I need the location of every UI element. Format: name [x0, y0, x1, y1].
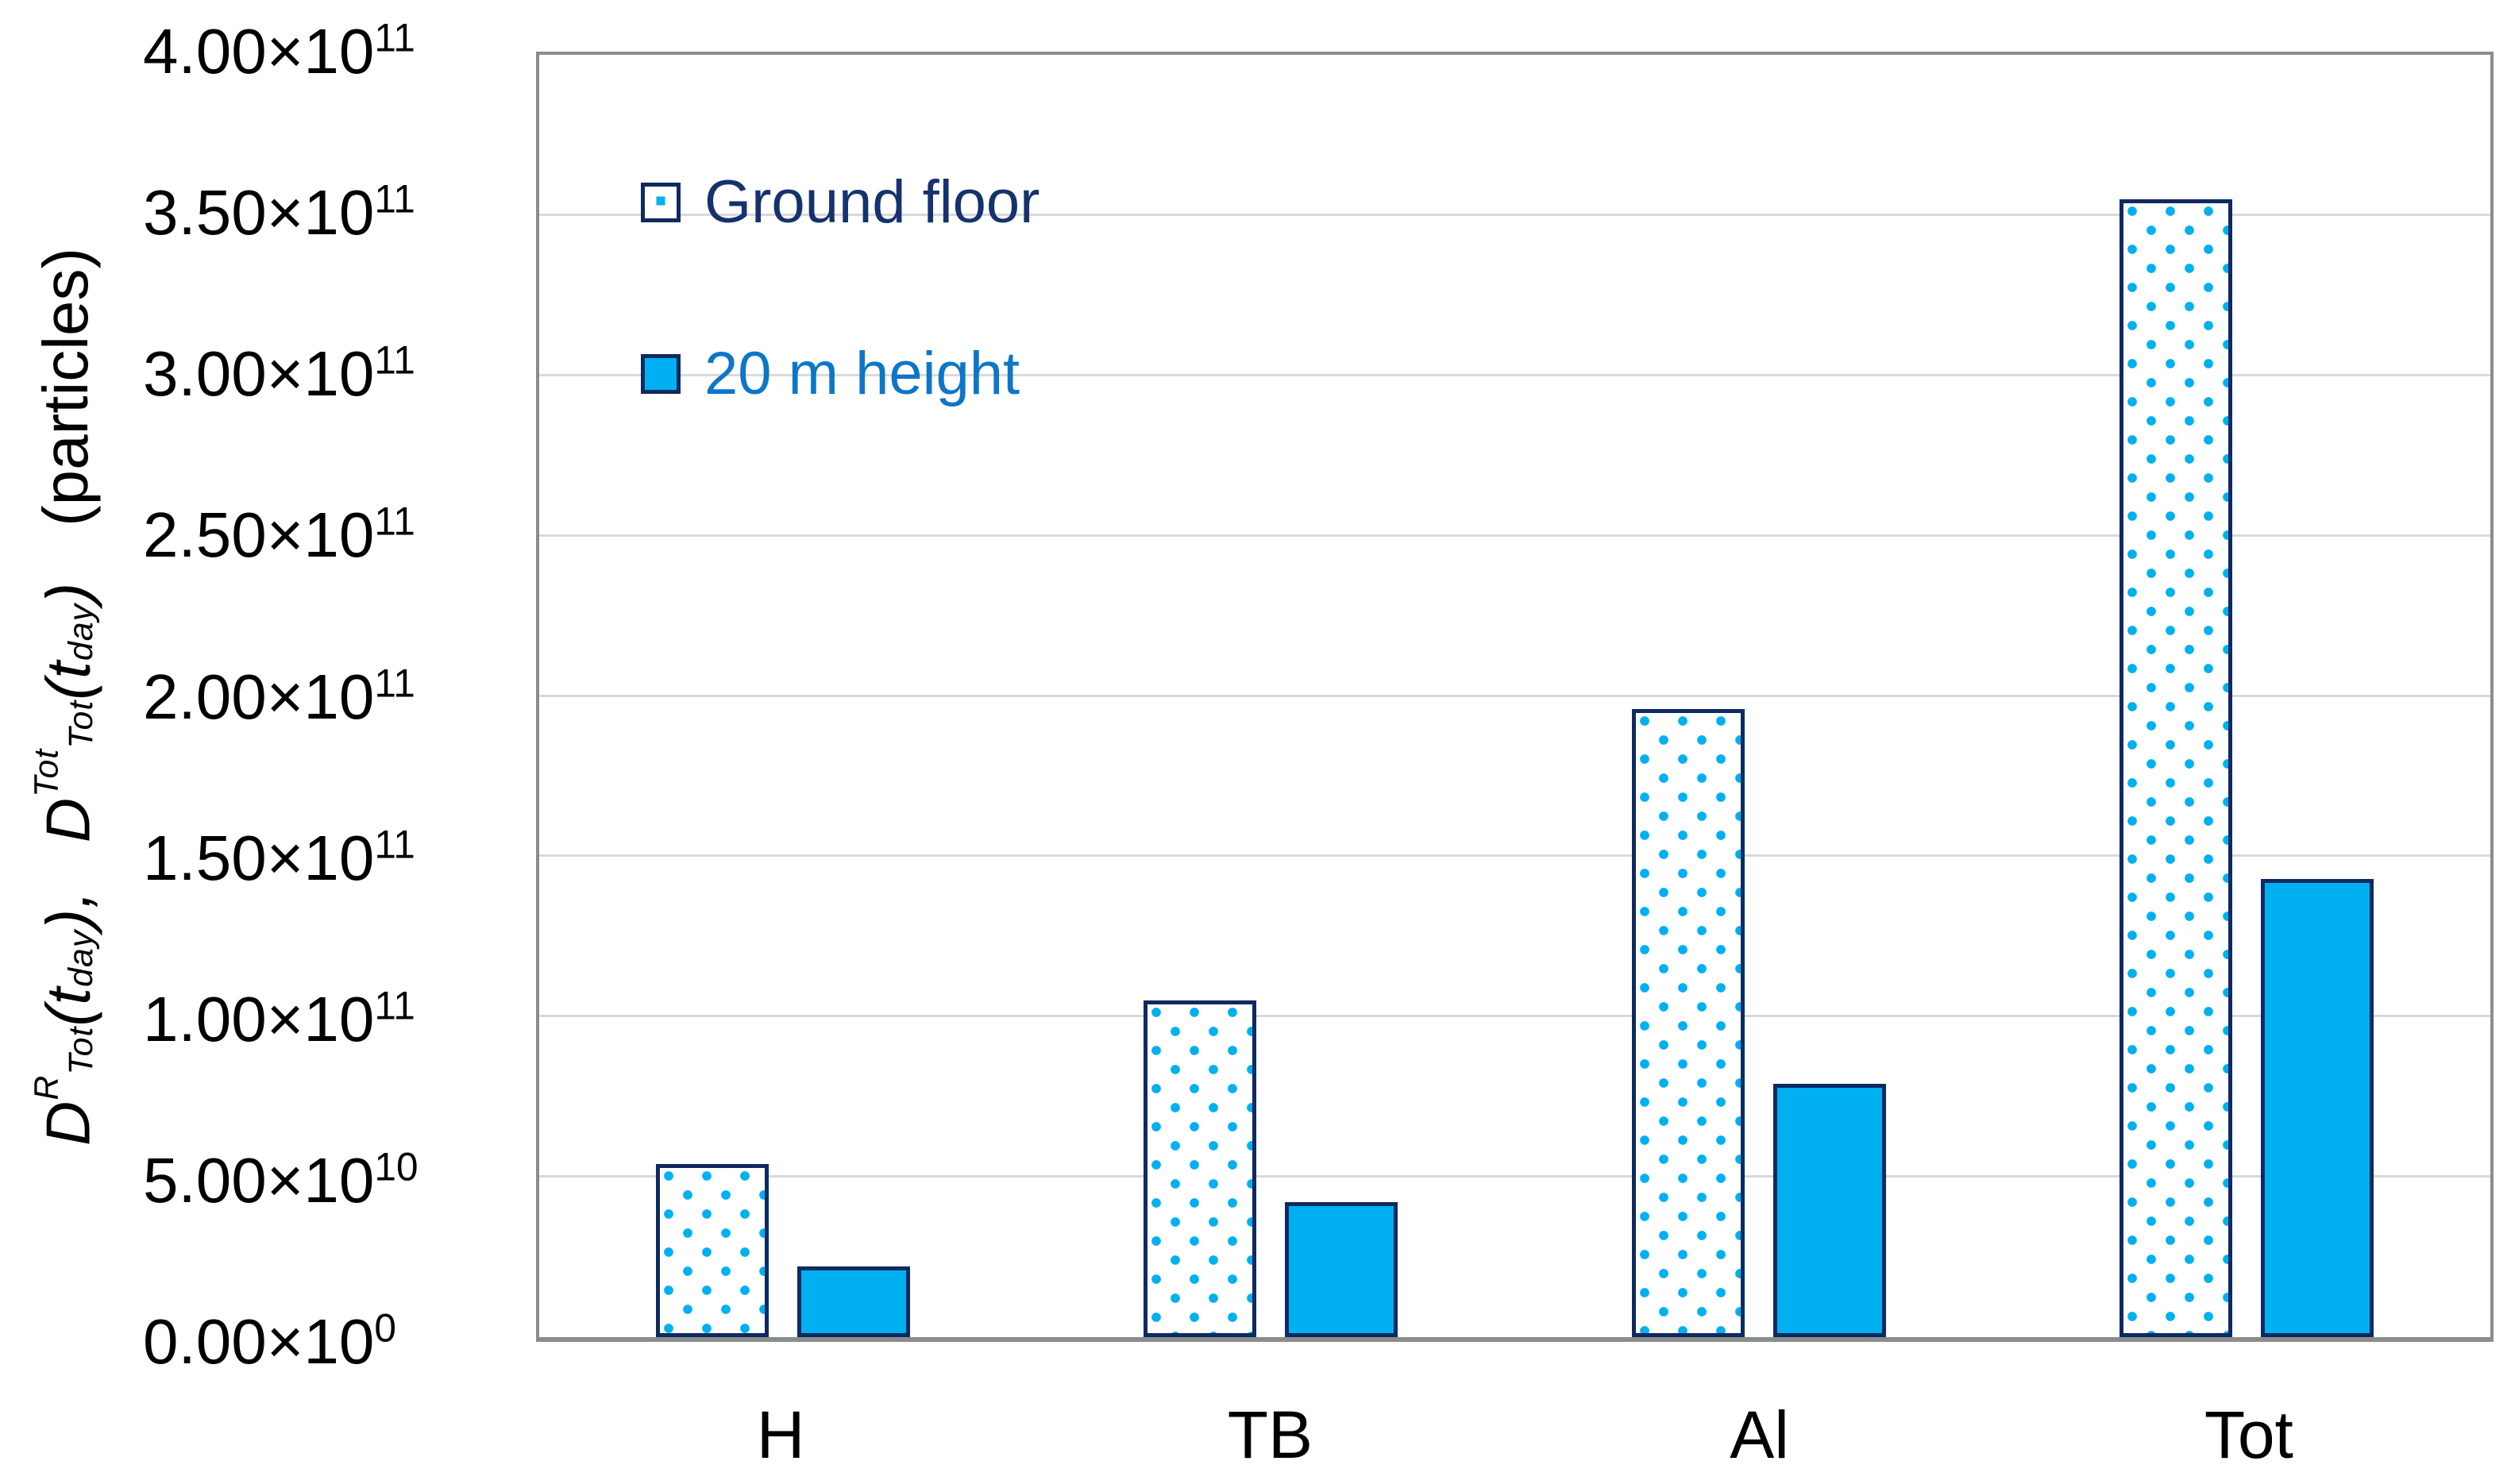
y-tick-label: 4.00×1011 — [143, 15, 415, 87]
legend-swatch-solid — [641, 354, 681, 394]
gridline — [539, 854, 2490, 858]
legend-label: 20 m height — [704, 340, 1020, 407]
bar-20-m-height-al — [1772, 1084, 1886, 1337]
bar-20-m-height-tb — [1285, 1202, 1398, 1337]
y-tick-label: 3.50×1011 — [143, 176, 415, 249]
y-tick-label: 1.00×1011 — [143, 983, 415, 1054]
category-group-h — [539, 55, 1027, 1337]
y-axis-title: DRTot(tday),DTotTot(tday) (particles) — [6, 52, 125, 1342]
x-tick-label-tot: Tot — [2204, 1397, 2293, 1472]
y-tick-label: 0.00×100 — [143, 1305, 396, 1377]
y-tick-label: 3.00×1011 — [143, 337, 415, 410]
bar-ground-floor-h — [656, 1163, 770, 1337]
gridline — [539, 1015, 2490, 1018]
plot-area: Ground floor 20 m height — [536, 52, 2494, 1342]
legend-item-ground-floor: Ground floor — [641, 172, 1040, 233]
legend-swatch-dot — [656, 196, 665, 206]
legend-swatch-dotted — [641, 183, 681, 222]
legend-item-20m-height: 20 m height — [641, 344, 1040, 404]
y-tick-label: 2.00×1011 — [143, 660, 415, 732]
y-tick-label: 2.50×1011 — [143, 499, 415, 571]
y-axis-title-units: (particles) — [30, 247, 101, 527]
x-tick-label-tb: TB — [1227, 1397, 1313, 1472]
gridline — [539, 213, 2490, 216]
gridline — [539, 373, 2490, 376]
bars — [539, 55, 2490, 1337]
legend: Ground floor 20 m height — [641, 172, 1040, 404]
bar-20-m-height-h — [797, 1266, 911, 1337]
bar-20-m-height-tot — [2260, 878, 2374, 1337]
y-tick-label: 1.50×1011 — [143, 821, 415, 893]
y-tick-label: 5.00×1010 — [143, 1144, 418, 1216]
category-group-tb — [1027, 55, 1514, 1337]
x-axis-labels: H TB Al Tot — [536, 1391, 2494, 1478]
category-group-al — [1515, 55, 2003, 1337]
bar-ground-floor-tot — [2119, 199, 2232, 1337]
gridline — [539, 534, 2490, 537]
category-group-tot — [2003, 55, 2490, 1337]
x-tick-label-h: H — [756, 1397, 805, 1472]
bar-ground-floor-al — [1631, 708, 1745, 1337]
bar-ground-floor-tb — [1144, 1000, 1257, 1337]
gridline — [539, 694, 2490, 697]
legend-label: Ground floor — [704, 168, 1040, 236]
y-axis-title-formula: DRTot(tday),DTotTot(tday) — [27, 582, 103, 1147]
gridline — [539, 1175, 2490, 1178]
x-tick-label-al: Al — [1730, 1397, 1789, 1472]
